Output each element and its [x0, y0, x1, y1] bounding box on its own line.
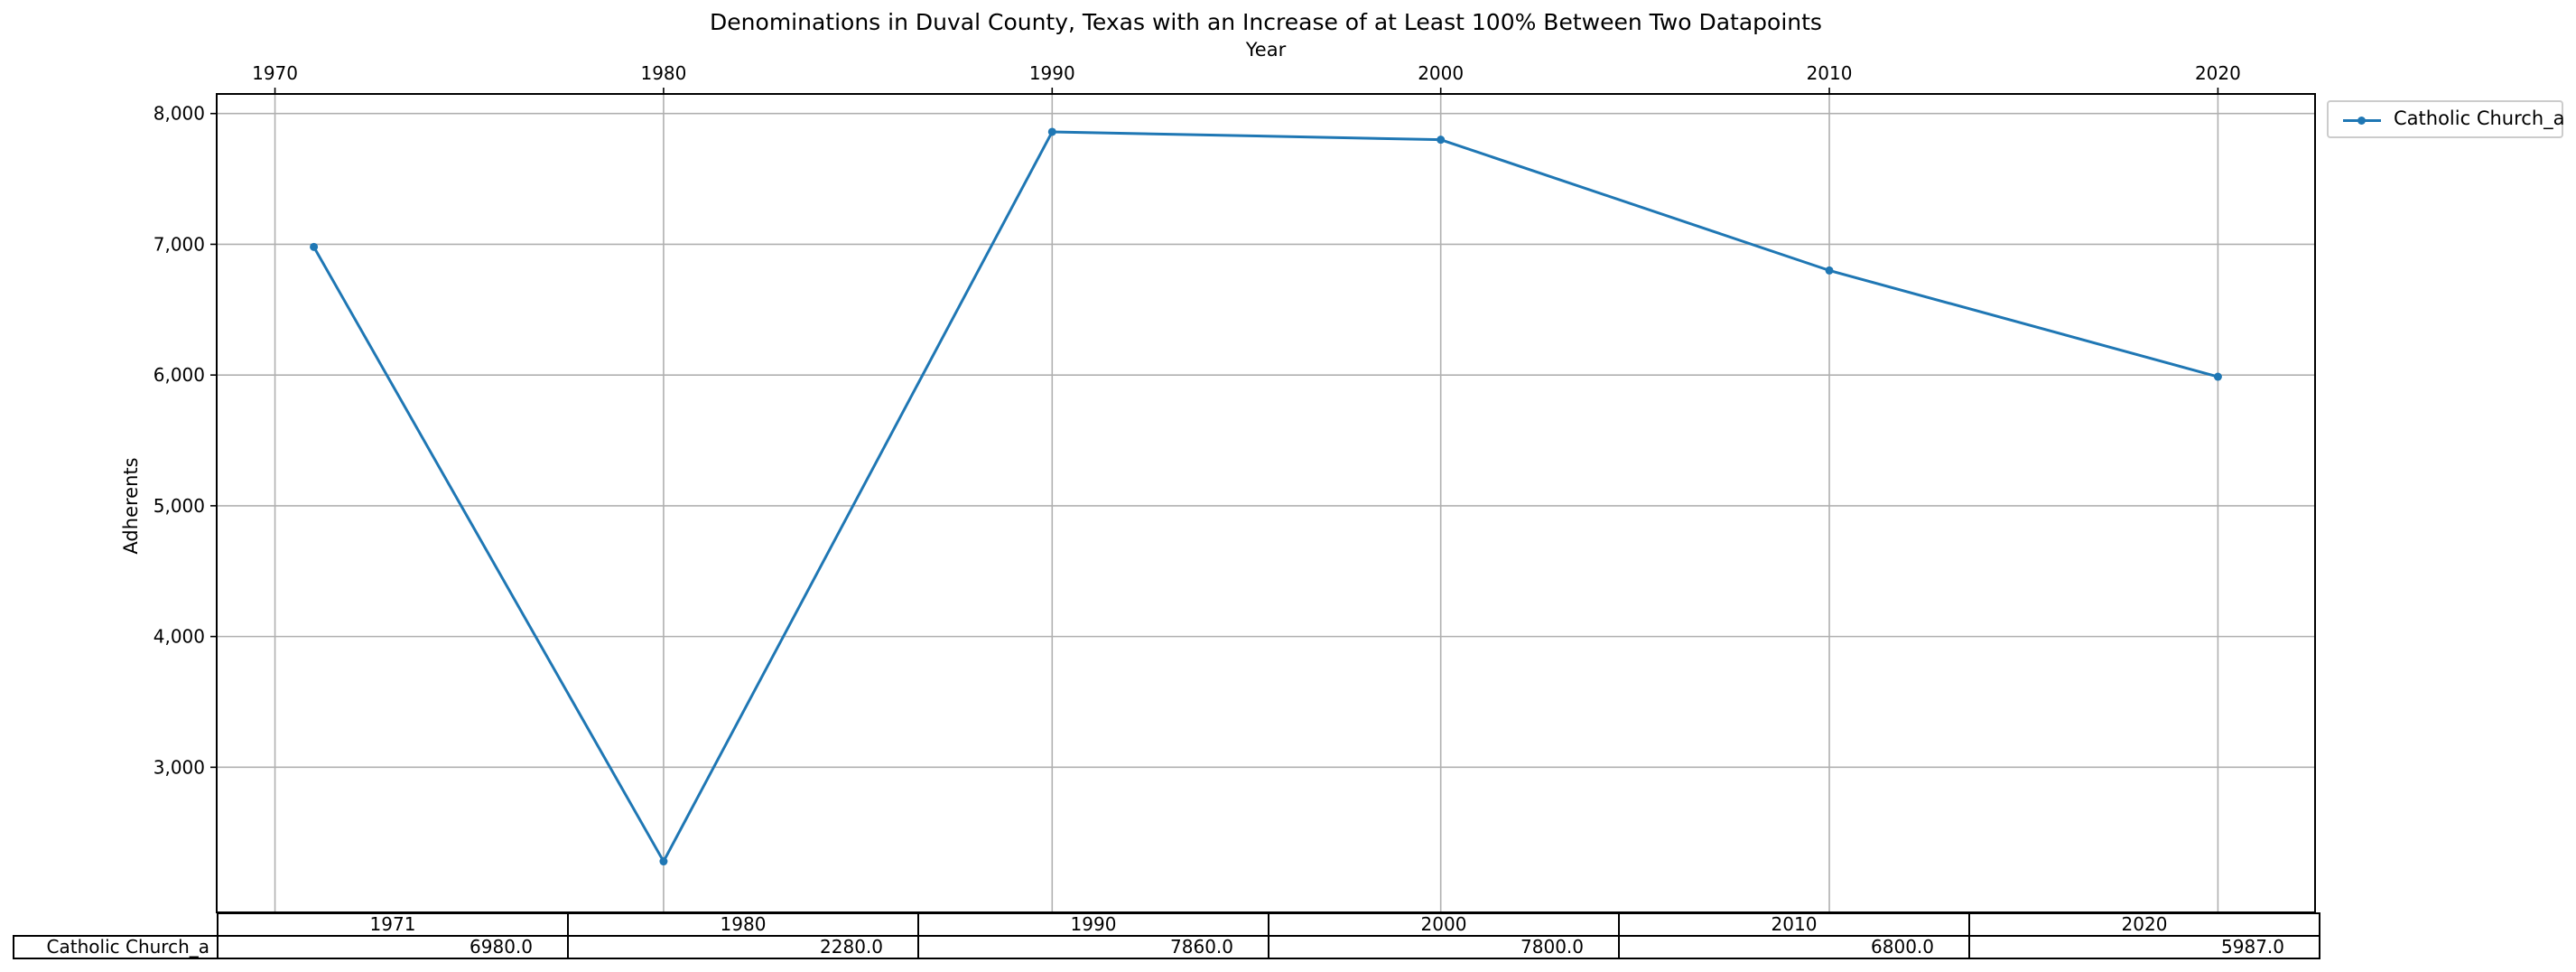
table-row: Catholic Church_a 6980.0 2280.0 7860.0 7…: [13, 935, 2320, 959]
x-tick-label: 2010: [1807, 62, 1853, 84]
table-header-row: 1971 1980 1990 2000 2010 2020: [14, 912, 2320, 937]
series-line: [312, 130, 2218, 864]
table-cell: 5987.0: [1968, 935, 2320, 959]
legend-label: Catholic Church_a: [2394, 107, 2565, 129]
table-corner-cell: [14, 913, 218, 936]
chart-title: Denominations in Duval County, Texas wit…: [710, 9, 1822, 35]
table-header-cell: 1971: [217, 912, 569, 937]
legend: Catholic Church_a: [2327, 100, 2565, 138]
x-tick-label: 1990: [1029, 62, 1075, 84]
table-header-cell: 2020: [1968, 912, 2320, 937]
data-table: 1971 1980 1990 2000 2010 2020 Catholic C…: [13, 912, 2320, 959]
table-cell: 2280.0: [567, 935, 919, 959]
table-cell: 6800.0: [1618, 935, 1970, 959]
table-cell: 7860.0: [917, 935, 1269, 959]
y-tick-label: 6,000: [153, 364, 205, 386]
table-header-cell: 2010: [1618, 912, 1970, 937]
x-axis-label: Year: [1245, 39, 1287, 61]
x-tick-label: 1980: [640, 62, 686, 84]
y-axis-label: Adherents: [120, 457, 142, 554]
data-point: [2213, 372, 2222, 381]
legend-marker-swatch: [2357, 117, 2366, 125]
y-tick-label: 4,000: [153, 626, 205, 648]
data-point: [659, 857, 668, 866]
plot-area-frame: [216, 93, 2316, 913]
y-tick-label: 8,000: [153, 103, 205, 125]
data-point: [310, 242, 319, 251]
y-tick-label: 5,000: [153, 495, 205, 517]
table-cell: 6980.0: [217, 935, 569, 959]
y-tick-label: 3,000: [153, 756, 205, 778]
table-header-cell: 2000: [1268, 912, 1620, 937]
table-header-cell: 1990: [917, 912, 1269, 937]
data-point: [1437, 136, 1446, 145]
y-tick-label: 7,000: [153, 233, 205, 255]
x-tick-label: 1970: [252, 62, 298, 84]
data-point: [1047, 127, 1056, 136]
x-tick-label: 2000: [1418, 62, 1464, 84]
data-point: [1825, 266, 1834, 275]
table-cell: 7800.0: [1268, 935, 1620, 959]
table-header-cell: 1980: [567, 912, 919, 937]
x-tick-label: 2020: [2195, 62, 2241, 84]
table-row-label: Catholic Church_a: [13, 935, 219, 959]
